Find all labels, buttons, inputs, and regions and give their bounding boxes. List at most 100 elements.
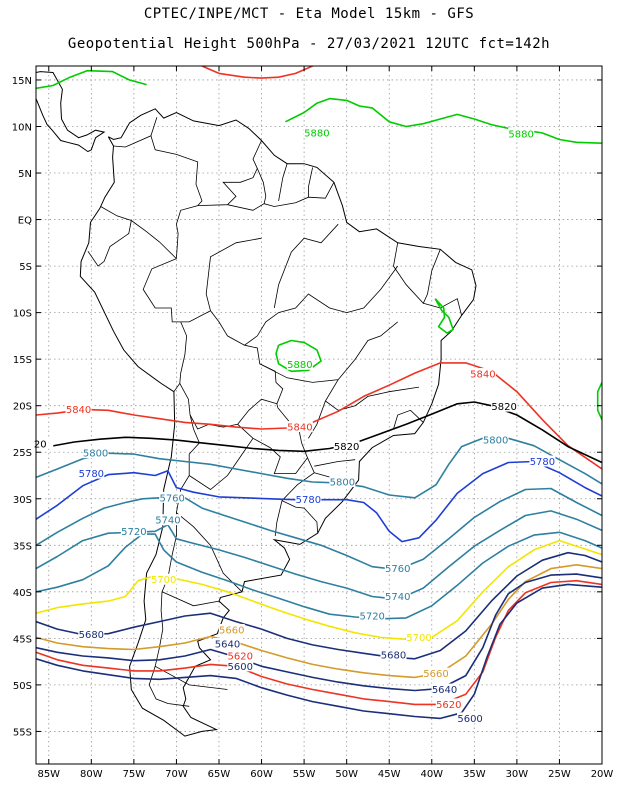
- contour-label-bg: [333, 440, 360, 452]
- contour-label-5680: 5680: [79, 630, 104, 641]
- contour-label-bg: [482, 434, 509, 446]
- contour-label-5740: 5740: [385, 592, 410, 603]
- contour-label-bg: [384, 590, 411, 602]
- contour-label-5640: 5640: [432, 685, 457, 696]
- contour-label-bg: [214, 637, 241, 649]
- coastline: [36, 71, 106, 153]
- contour-5880: [36, 69, 147, 90]
- contour-label-bg: [120, 525, 147, 537]
- contour-label-5820: 5820: [334, 442, 359, 453]
- contour-label-bg: [491, 400, 518, 412]
- lon-tick-label: 40W: [420, 769, 443, 780]
- contour-label-bg: [359, 610, 386, 622]
- country-border: [278, 163, 288, 201]
- lat-tick-label: 10N: [12, 122, 32, 133]
- contour-label-5660: 5660: [219, 625, 244, 636]
- contour-5720: [36, 531, 602, 620]
- contour-label-5840: 5840: [287, 423, 312, 434]
- country-border: [188, 438, 254, 490]
- map-title-line-1: CPTEC/INPE/MCT - Eta Model 15km - GFS: [143, 6, 475, 22]
- contour-label-bg: [27, 437, 54, 449]
- contour-label-bg: [529, 455, 556, 467]
- lon-tick-label: 25W: [548, 769, 571, 780]
- contour-label-5720: 5720: [121, 527, 146, 538]
- contour-label-5700: 5700: [151, 575, 176, 586]
- contour-label-5740: 5740: [155, 516, 180, 527]
- contour-5640: [36, 573, 602, 692]
- lat-tick-label: EQ: [18, 216, 32, 227]
- country-border: [180, 310, 284, 408]
- contour-label-5700: 5700: [406, 633, 431, 644]
- lon-tick-label: 55W: [293, 769, 316, 780]
- contour-label-5800: 5800: [83, 449, 108, 460]
- country-border: [324, 379, 420, 411]
- lat-tick-label: 5S: [19, 262, 32, 273]
- contour-label-bg: [380, 649, 407, 661]
- contour-label-bg: [150, 573, 177, 585]
- contour-5880: [285, 97, 602, 144]
- country-border: [197, 140, 262, 206]
- contour-5880: [596, 382, 602, 421]
- contour-5740: [36, 510, 602, 601]
- lon-tick-label: 30W: [506, 769, 529, 780]
- contour-5700: [36, 539, 602, 641]
- contour-label-bg: [303, 127, 330, 139]
- contour-label-bg: [65, 403, 92, 415]
- lon-tick-label: 85W: [37, 769, 60, 780]
- country-border: [244, 265, 399, 346]
- lon-tick-label: 70W: [165, 769, 188, 780]
- lon-tick-label: 45W: [378, 769, 401, 780]
- contour-5800: [36, 437, 602, 499]
- contour-label-5760: 5760: [159, 493, 184, 504]
- contour-label-5880: 5880: [287, 360, 312, 371]
- lat-tick-label: 25S: [13, 448, 32, 459]
- country-border: [307, 167, 313, 198]
- lon-tick-label: 50W: [335, 769, 358, 780]
- lat-tick-label: 30S: [13, 495, 32, 506]
- contour-label-5620: 5620: [228, 652, 253, 663]
- country-border: [161, 591, 220, 607]
- contour-label-5780: 5780: [79, 469, 104, 480]
- contour-label-bg: [154, 514, 181, 526]
- country-border: [227, 182, 335, 211]
- contour-5840: [201, 66, 313, 79]
- contour-5620: [36, 579, 602, 706]
- contour-label-bg: [159, 491, 186, 503]
- contour-label-5840: 5840: [66, 405, 91, 416]
- lon-tick-label: 80W: [80, 769, 103, 780]
- country-border: [142, 258, 181, 323]
- contour-5780: [36, 460, 602, 543]
- contour-label-5820: 20: [34, 439, 47, 450]
- contour-5880: [275, 339, 322, 373]
- country-border: [205, 237, 262, 311]
- lat-tick-label: 15S: [13, 355, 32, 366]
- contour-label-bg: [218, 623, 245, 635]
- lat-tick-label: 40S: [13, 588, 32, 599]
- contour-5660: [36, 563, 602, 679]
- country-border: [393, 242, 441, 305]
- country-border: [308, 400, 326, 439]
- country-border: [179, 383, 278, 430]
- lon-tick-label: 75W: [123, 769, 146, 780]
- contour-label-bg: [508, 127, 535, 139]
- country-border: [259, 321, 398, 383]
- contour-label-5720: 5720: [359, 612, 384, 623]
- country-border: [273, 223, 339, 309]
- contour-label-5800: 5800: [330, 478, 355, 489]
- lat-tick-label: 10S: [13, 309, 32, 320]
- contour-label-5840: 5840: [470, 370, 495, 381]
- lon-tick-label: 60W: [250, 769, 273, 780]
- country-border: [314, 459, 356, 467]
- contour-5600: [36, 583, 602, 720]
- country-border: [173, 321, 188, 392]
- contour-label-bg: [78, 628, 105, 640]
- contour-label-bg: [227, 660, 254, 672]
- contour-label-5820: 5820: [491, 402, 516, 413]
- country-border: [150, 135, 203, 259]
- country-border: [274, 500, 283, 537]
- contour-label-bg: [295, 493, 322, 505]
- country-border: [256, 168, 267, 204]
- contour-label-bg: [423, 667, 450, 679]
- contour-label-5880: 5880: [508, 129, 533, 140]
- map-title-line-2: Geopotential Height 500hPa - 27/03/2021 …: [67, 36, 551, 52]
